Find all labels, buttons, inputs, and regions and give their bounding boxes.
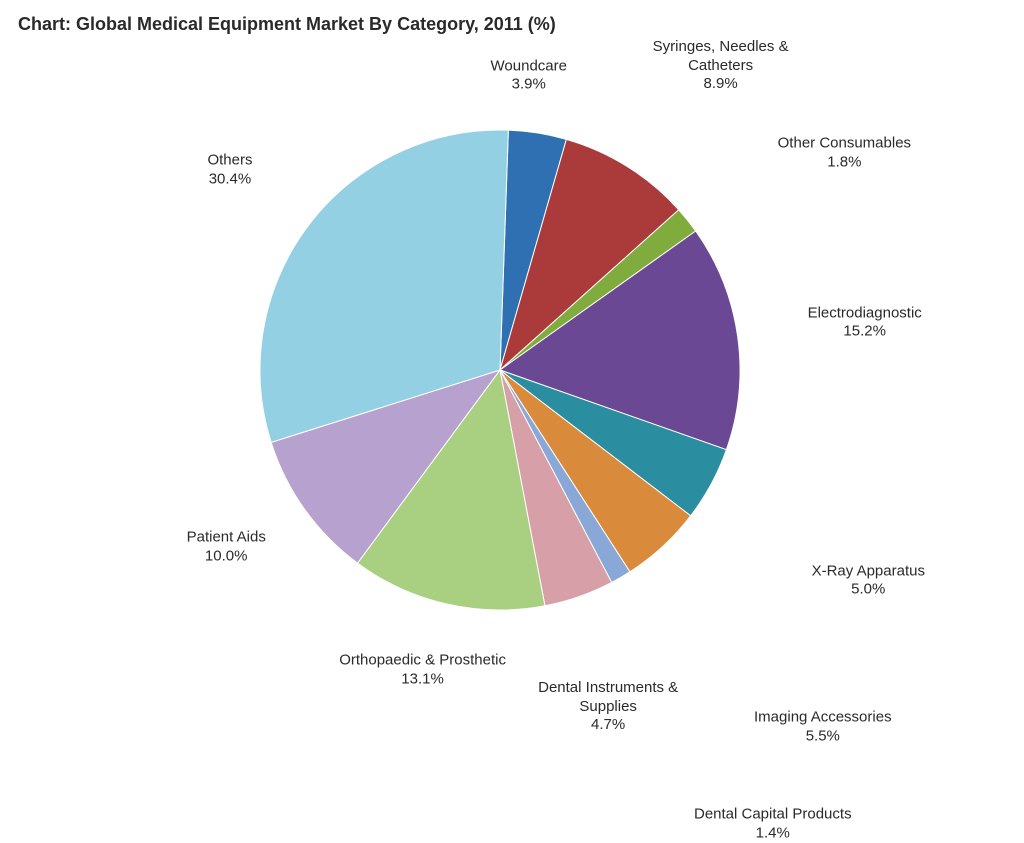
slice-label: Others 30.4% bbox=[207, 151, 252, 189]
chart-title: Chart: Global Medical Equipment Market B… bbox=[18, 14, 556, 35]
slice-label: Woundcare 3.9% bbox=[491, 57, 567, 95]
slice-label: Dental Capital Products 1.4% bbox=[694, 805, 852, 843]
slice-label: Other Consumables 1.8% bbox=[778, 134, 911, 172]
pie-chart: Woundcare 3.9%Syringes, Needles & Cathet… bbox=[0, 70, 1024, 710]
slice-label: Electrodiagnostic 15.2% bbox=[808, 304, 922, 342]
slice-label: Orthopaedic & Prosthetic 13.1% bbox=[339, 652, 506, 690]
slice-label: Syringes, Needles & Catheters 8.9% bbox=[653, 38, 789, 94]
slice-label: Patient Aids 10.0% bbox=[187, 529, 266, 567]
slice-label: Imaging Accessories 5.5% bbox=[754, 708, 892, 746]
slice-label: Dental Instruments & Supplies 4.7% bbox=[538, 679, 678, 735]
slice-label: X-Ray Apparatus 5.0% bbox=[812, 562, 925, 600]
